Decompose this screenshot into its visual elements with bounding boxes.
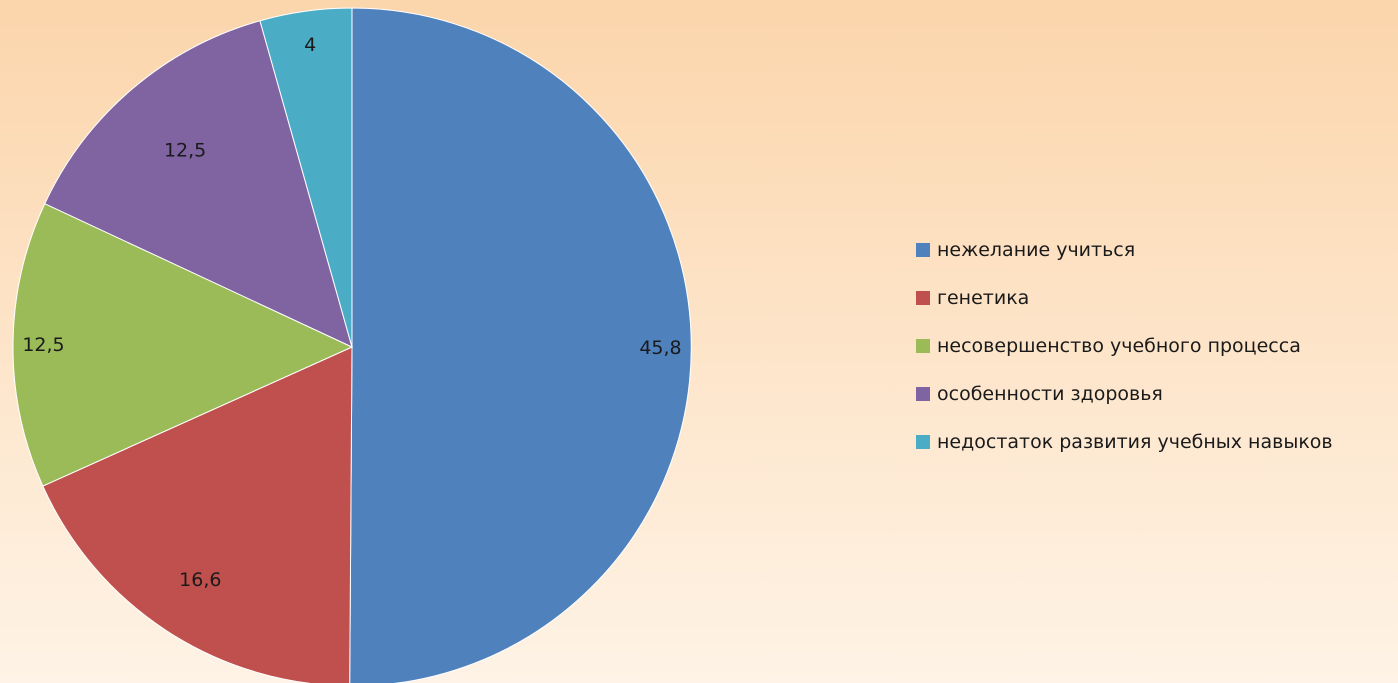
data-label-2: 16,6 xyxy=(179,569,221,591)
legend-label: недостаток развития учебных навыков xyxy=(937,431,1333,453)
pie-slice-3 xyxy=(12,203,354,487)
data-label-4: 12,5 xyxy=(164,140,206,162)
legend-label: нежелание учиться xyxy=(937,239,1136,261)
legend-item-5: недостаток развития учебных навыков xyxy=(916,426,1333,458)
legend-item-4: особенности здоровья xyxy=(916,378,1333,410)
legend: нежелание учиться генетика несовершенство … xyxy=(916,234,1333,474)
legend-label: несовершенство учебного процесса xyxy=(937,335,1301,357)
legend-swatch-icon xyxy=(916,435,930,449)
data-label-1: 45,8 xyxy=(639,337,681,359)
legend-item-2: генетика xyxy=(916,282,1333,314)
pie-slice-4 xyxy=(44,20,353,348)
legend-label: особенности здоровья xyxy=(937,383,1163,405)
legend-swatch-icon xyxy=(916,339,930,353)
legend-item-1: нежелание учиться xyxy=(916,234,1333,266)
legend-swatch-icon xyxy=(916,291,930,305)
legend-swatch-icon xyxy=(916,243,930,257)
legend-swatch-icon xyxy=(916,387,930,401)
legend-label: генетика xyxy=(937,287,1030,309)
pie-slice-5 xyxy=(259,7,353,348)
legend-item-3: несовершенство учебного процесса xyxy=(916,330,1333,362)
data-label-5: 4 xyxy=(304,34,316,56)
data-label-3: 12,5 xyxy=(22,334,64,356)
pie-slice-1 xyxy=(349,7,692,683)
